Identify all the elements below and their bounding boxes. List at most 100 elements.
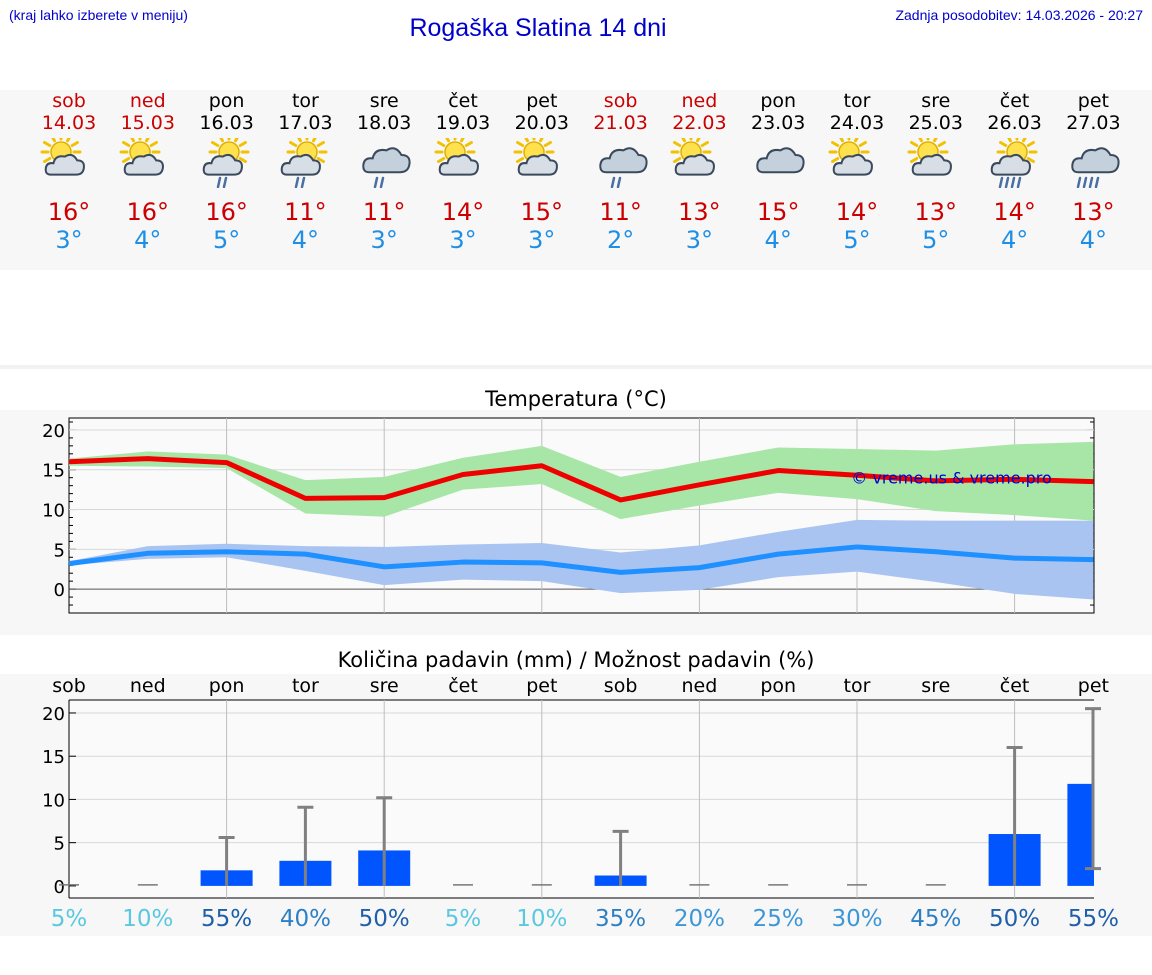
sun-ray [210, 141, 219, 147]
cloud-shape [202, 153, 243, 176]
sun-cloud-icon [40, 138, 85, 176]
sun-cloud-icon [119, 138, 164, 176]
day-date: 24.03 [829, 112, 885, 134]
sun-cloud-icon [670, 138, 716, 176]
min-temp: 3° [449, 226, 477, 254]
min-temp: 5° [843, 226, 871, 254]
min-temp: 5° [922, 226, 950, 254]
sun-ray [1006, 138, 1012, 143]
category-label: sob [52, 675, 86, 697]
max-temp: 15° [756, 198, 800, 226]
cloud-icon [756, 147, 805, 174]
day-name: pet [526, 90, 558, 112]
rain-drop [610, 176, 615, 188]
sun-ray [917, 138, 923, 143]
y-tick-label: 0 [54, 877, 65, 898]
rain-drop [1077, 176, 1082, 188]
rain-drop [373, 176, 379, 188]
category-label: pet [1078, 675, 1109, 697]
sun-ray [998, 141, 1007, 147]
cloud-shape [832, 153, 873, 176]
sun-ray [701, 141, 710, 147]
precip-probability: 10% [122, 906, 173, 932]
sun-ray [317, 157, 326, 163]
day-name: čet [999, 90, 1030, 112]
day-column: sre 25.03 13° 5° [896, 90, 976, 254]
day-column: čet 19.03 14° 3° [423, 90, 503, 254]
cloud-rain-icon [598, 147, 648, 188]
rain-drop [1095, 176, 1100, 188]
sun-ray [121, 141, 131, 147]
precip-probability: 20% [674, 906, 725, 932]
sun-ray [312, 138, 318, 143]
cloud-shape [281, 153, 322, 176]
day-name: ned [129, 90, 166, 112]
day-column: ned 15.03 16° 4° [108, 90, 188, 254]
sun-cloud-rain-icon [281, 138, 328, 188]
cloud-outline [202, 153, 243, 176]
sun-ray [681, 138, 687, 143]
cloud-shape [1071, 147, 1120, 174]
cloud-shape [438, 153, 479, 176]
sun-ray [121, 157, 131, 163]
sun-cloud-icon [828, 138, 873, 176]
day-date: 26.03 [987, 112, 1042, 134]
precip-bar [1067, 783, 1094, 886]
page-title: Rogaška Slatina 14 dni [409, 14, 667, 42]
category-label: ned [130, 675, 166, 697]
category-label: čet [1000, 675, 1030, 697]
sun-ray [515, 141, 525, 147]
category-label: pon [760, 675, 796, 697]
day-column: pon 23.03 15° 4° [738, 90, 818, 254]
cloud-outline [362, 147, 411, 174]
rain-drop [295, 176, 300, 188]
y-tick-label: 15 [42, 461, 65, 482]
day-date: 22.03 [672, 112, 727, 134]
sun-ray [854, 138, 859, 143]
cloud-rain-icon [362, 147, 411, 188]
sun-ray [543, 141, 552, 147]
sun-ray [289, 141, 298, 147]
sun-ray [696, 138, 702, 143]
sun-ray [932, 138, 938, 143]
day-name: čet [448, 90, 478, 112]
rain-drop [216, 176, 221, 188]
day-name: sob [603, 90, 638, 112]
day-name: ned [681, 90, 718, 112]
sun-ray [43, 141, 52, 147]
sun-ray [43, 157, 52, 163]
category-label: pet [526, 675, 557, 697]
sun-ray [238, 157, 247, 163]
sun-cloud-rain-icon [202, 138, 250, 188]
watermark: © vreme.us & vreme.pro [851, 468, 1052, 487]
cloud-shape [362, 147, 411, 174]
cloud-outline [44, 153, 85, 176]
divider [0, 365, 1152, 369]
precip-probability: 50% [359, 906, 410, 932]
precip-probability: 5% [445, 906, 482, 932]
cloud-shape [517, 153, 558, 176]
temperature-chart-title: Temperatura (°C) [485, 387, 667, 411]
sun-cloud-icon [513, 138, 558, 176]
category-label: sob [604, 675, 638, 697]
sun-ray [460, 138, 465, 143]
location-hint: (kraj lahko izberete v meniju) [9, 7, 188, 23]
cloud-shape [675, 153, 716, 176]
day-date: 23.03 [750, 112, 806, 134]
day-date: 17.03 [278, 112, 333, 134]
cloud-outline [438, 153, 479, 176]
cloud-outline [911, 153, 952, 176]
min-temp: 3° [370, 226, 398, 254]
sun-ray [858, 141, 867, 147]
max-temp: 13° [1072, 198, 1115, 226]
precipitation-chart-title: Količina padavin (mm) / Možnost padavin … [337, 648, 815, 672]
cloud-outline [123, 153, 164, 176]
min-temp: 4° [1000, 226, 1029, 254]
temperature-chart: 0 5 10 15 20 © vreme.us & vreme.pro [42, 417, 1095, 614]
day-name: tor [291, 90, 319, 112]
sun-ray [317, 141, 326, 147]
day-name: pet [1077, 90, 1109, 112]
cloud-outline [1071, 147, 1120, 174]
cloud-outline [517, 153, 558, 176]
precip-probability: 40% [280, 906, 331, 932]
